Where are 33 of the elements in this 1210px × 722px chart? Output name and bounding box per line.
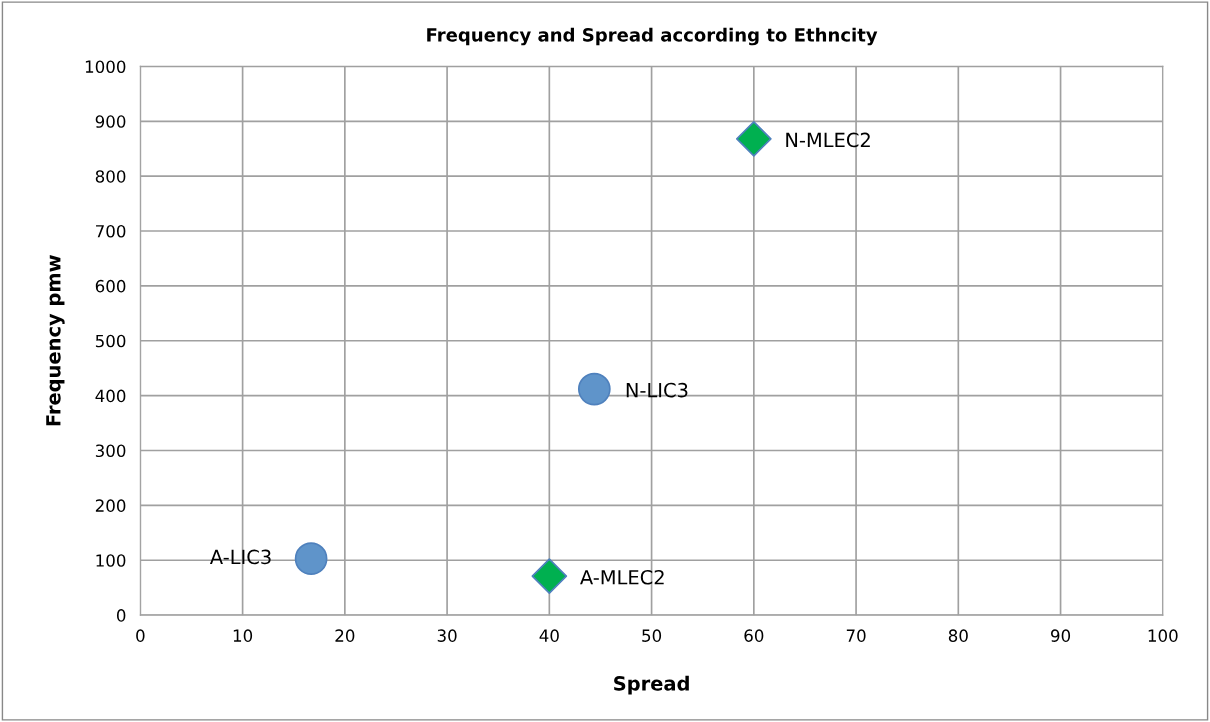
annotation: N-MLEC2	[786, 132, 870, 148]
chart-title: Frequency and Spread according to Ethncity	[427, 27, 878, 46]
point	[531, 558, 568, 595]
x-tick-label: 90	[1051, 629, 1071, 642]
y-tick-label: 900	[95, 115, 126, 128]
y-tick-label: 400	[95, 389, 126, 403]
y-axis-title: Frequency pmw	[46, 255, 65, 426]
point	[577, 372, 611, 406]
y-tick-label: 500	[95, 334, 126, 348]
x-tick-label: 40	[539, 629, 559, 642]
x-axis-title: Spread	[614, 675, 689, 695]
x-tick-label: 100	[1148, 629, 1178, 642]
x-tick-label: 20	[335, 629, 355, 642]
annotation: A-MLEC2	[580, 569, 664, 585]
x-tick-label: 0	[136, 629, 145, 642]
x-tick-label: 60	[744, 629, 764, 642]
x-tick-label: 80	[948, 629, 968, 642]
x-tick-label: 70	[846, 629, 866, 642]
annotation: N-LIC3	[626, 382, 688, 398]
y-tick-label: 700	[96, 225, 126, 238]
annotation: A-LIC3	[209, 549, 271, 565]
x-tick-label: 10	[233, 629, 253, 642]
y-tick-label: 200	[95, 499, 126, 512]
y-tick-label: 800	[95, 170, 126, 183]
x-tick-label: 50	[642, 629, 662, 642]
y-tick-label: 0	[116, 609, 126, 622]
y-tick-label: 100	[96, 554, 126, 567]
y-tick-label: 1000	[85, 60, 126, 73]
point	[294, 542, 328, 575]
x-tick-label: 30	[437, 629, 457, 642]
y-tick-label: 600	[95, 279, 126, 293]
y-tick-label: 300	[95, 444, 126, 458]
point	[735, 121, 772, 157]
